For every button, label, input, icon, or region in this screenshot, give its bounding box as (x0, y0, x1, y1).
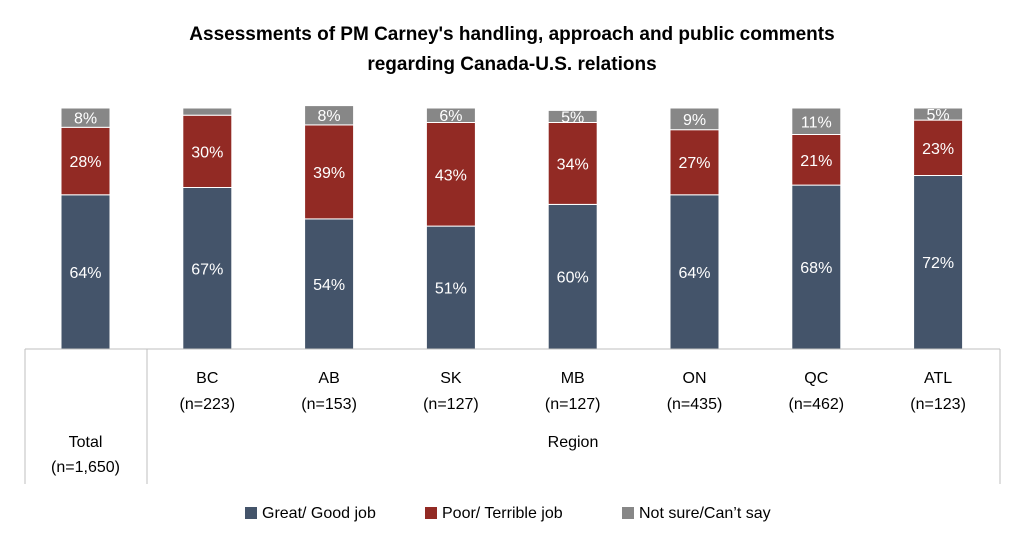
data-label: 6% (439, 108, 462, 125)
category-n-label: (n=127) (545, 396, 601, 413)
category-n-label: (n=123) (910, 396, 966, 413)
data-label: 64% (69, 265, 101, 282)
bar-segment (913, 119, 964, 176)
group-label-region: Region (548, 434, 599, 451)
chart-title-line-1: Assessments of PM Carney's handling, app… (189, 24, 834, 45)
data-label: 8% (318, 108, 341, 125)
data-label: 27% (678, 155, 710, 172)
category-n-label: (n=1,650) (51, 459, 120, 476)
bar-segment (547, 203, 598, 350)
data-label: 64% (678, 265, 710, 282)
bar-segment (182, 107, 233, 116)
data-label: 51% (435, 281, 467, 298)
bar-segment (547, 122, 598, 205)
category-label: MB (561, 370, 585, 387)
data-label: 30% (191, 144, 223, 161)
legend-swatch (622, 507, 634, 519)
category-n-label: (n=223) (180, 396, 236, 413)
data-label: 34% (557, 156, 589, 173)
category-label: ATL (924, 370, 952, 387)
chart-title-line-2: regarding Canada-U.S. relations (367, 54, 656, 75)
data-label: 8% (74, 111, 97, 128)
legend-swatch (245, 507, 257, 519)
data-label: 21% (800, 153, 832, 170)
legend: Great/ Good job Poor/ Terrible job Not sur… (245, 505, 771, 522)
category-label: ON (683, 370, 707, 387)
data-label: 9% (683, 112, 706, 129)
legend-label: Poor/ Terrible job (442, 505, 563, 522)
category-label: SK (440, 370, 462, 387)
data-label: 39% (313, 165, 345, 182)
legend-label: Great/ Good job (262, 505, 376, 522)
bar-segment (791, 184, 842, 350)
bar-segment (669, 129, 720, 196)
bar-segment (304, 124, 355, 220)
category-axis-table: Total (n=1,650) BC (n=223) AB (n=153) SK (n=127… (24, 348, 1001, 484)
data-label: 60% (557, 270, 589, 287)
data-label: 28% (69, 154, 101, 171)
bar-segment (60, 126, 111, 196)
data-label: 43% (435, 167, 467, 184)
bar-segment (182, 187, 233, 350)
bar-segment (60, 107, 111, 128)
data-label: 5% (927, 107, 950, 124)
category-n-label: (n=153) (301, 396, 357, 413)
data-label: 23% (922, 141, 954, 158)
bar-segment (304, 105, 355, 126)
legend-swatch (425, 507, 437, 519)
bar-segment (669, 194, 720, 350)
category-label: QC (804, 370, 828, 387)
bar-segment (425, 107, 476, 123)
bars-layer: 64% 28% 8% 67% 30% 54% 39% 8% 51% 43% 6% 60% 34% 5% 64… (60, 105, 964, 350)
data-label: 5% (561, 109, 584, 126)
bar-segment (791, 134, 842, 186)
bar-segment (425, 122, 476, 227)
bar-segment (547, 109, 598, 124)
category-label: AB (318, 370, 339, 387)
data-label: 11% (801, 114, 832, 131)
data-label: 68% (800, 260, 832, 277)
category-n-label: (n=435) (667, 396, 723, 413)
category-label: Total (69, 434, 103, 451)
bar-segment (913, 107, 964, 121)
bar-segment (60, 194, 111, 350)
data-label: 67% (191, 261, 223, 278)
data-label: 72% (922, 255, 954, 272)
bar-segment (791, 107, 842, 135)
legend-label: Not sure/Can’t say (639, 505, 771, 522)
bar-segment (182, 114, 233, 188)
category-n-label: (n=462) (789, 396, 845, 413)
bar-segment (425, 225, 476, 350)
bar-segment (669, 107, 720, 131)
data-label: 54% (313, 277, 345, 294)
category-label: BC (196, 370, 218, 387)
category-n-label: (n=127) (423, 396, 479, 413)
